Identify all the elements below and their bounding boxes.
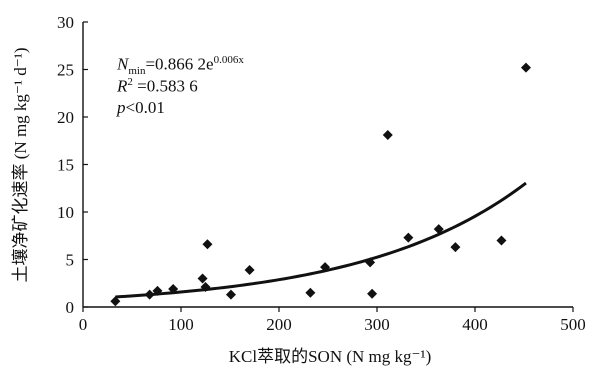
data-point xyxy=(305,287,316,298)
data-point xyxy=(520,62,531,73)
y-axis-title: 土壤净矿化速率 (N mg kg⁻¹ d⁻¹) xyxy=(10,48,30,283)
data-point xyxy=(433,224,444,235)
r-superscript: 2 xyxy=(127,76,133,88)
r-squared: R2 =0.583 6 xyxy=(117,77,198,95)
x-tick-label: 300 xyxy=(364,315,390,334)
data-point xyxy=(197,273,208,284)
data-point xyxy=(244,264,255,275)
fit-equation: Nmin=0.866 2e0.006x xyxy=(117,55,244,77)
equation-text: =0.866 2e xyxy=(145,54,214,74)
r-symbol: R xyxy=(117,76,128,96)
r-squared-value: =0.583 6 xyxy=(132,76,198,96)
data-point xyxy=(403,232,414,243)
y-tick-label: 15 xyxy=(57,156,74,175)
data-point xyxy=(202,239,213,250)
y-tick-label: 20 xyxy=(57,108,74,127)
data-point xyxy=(225,289,236,300)
x-tick-label: 100 xyxy=(168,315,194,334)
x-tick-label: 500 xyxy=(560,315,586,334)
n-symbol: N xyxy=(117,54,129,74)
x-tick-label: 200 xyxy=(266,315,292,334)
x-axis-title: KCl萃取的SON (N mg kg⁻¹) xyxy=(229,347,432,366)
data-point xyxy=(367,288,378,299)
data-point xyxy=(450,242,461,253)
equation-exponent: 0.006x xyxy=(213,54,244,66)
data-point xyxy=(144,289,155,300)
data-point xyxy=(152,285,163,296)
data-point xyxy=(110,296,121,307)
y-tick-label: 30 xyxy=(57,13,74,32)
data-point xyxy=(200,282,211,293)
x-tick-label: 0 xyxy=(79,315,88,334)
y-tick-label: 25 xyxy=(57,61,74,80)
p-symbol: p xyxy=(117,98,126,117)
data-point xyxy=(382,130,393,141)
data-point xyxy=(496,235,507,246)
x-tick-label: 400 xyxy=(462,315,488,334)
y-tick-label: 5 xyxy=(66,251,75,270)
y-tick-label: 10 xyxy=(57,203,74,222)
y-tick-label: 0 xyxy=(66,298,75,317)
data-point xyxy=(320,262,331,273)
fit-curve xyxy=(115,181,527,299)
n-subscript: min xyxy=(128,65,146,78)
p-value: p<0.01 xyxy=(117,99,165,116)
data-point xyxy=(365,257,376,268)
p-value-text: <0.01 xyxy=(125,98,165,117)
data-point xyxy=(168,283,179,294)
